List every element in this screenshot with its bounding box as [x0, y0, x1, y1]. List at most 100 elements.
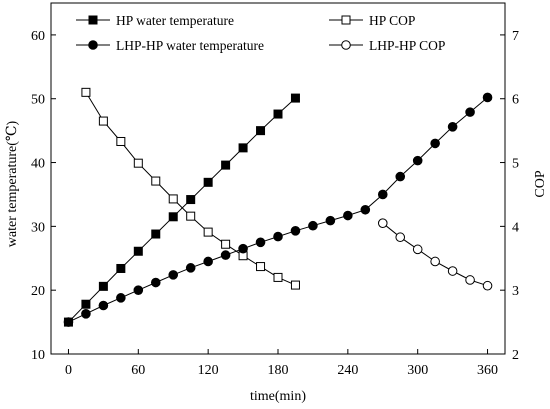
data-point [256, 262, 266, 272]
y-axis-title: water temperature(℃) [5, 120, 20, 247]
x-tick-label: 360 [477, 363, 498, 378]
data-point [221, 239, 231, 249]
data-point [98, 300, 109, 311]
data-point [133, 285, 144, 295]
y-tick-label: 40 [31, 157, 45, 172]
axis-tick-labels: 0 60 120 180 240 300 360 10 20 30 40 50 60 2 3 4 5 6 7 [31, 29, 519, 378]
data-point [116, 263, 126, 273]
data-point [308, 220, 318, 231]
data-point [343, 210, 353, 221]
data-point [447, 266, 458, 276]
x-axis-title: time(min) [250, 389, 306, 404]
data-point [290, 93, 300, 103]
y-tick-label: 20 [31, 284, 45, 299]
data-point [116, 136, 126, 146]
y-tick-label: 10 [31, 348, 45, 363]
data-point [325, 215, 336, 226]
data-point [273, 109, 283, 119]
y2-tick-label: 2 [512, 348, 519, 363]
legend-item-lhp-hp-water-temperature: LHP-HP water temperature [76, 38, 264, 53]
data-point [256, 126, 266, 136]
legend-item-hp-cop: HP COP [329, 13, 415, 28]
legend-marker [88, 40, 98, 50]
data-point [203, 227, 213, 237]
data-point [238, 243, 248, 254]
series-lhp-hp-water-temperature [63, 92, 493, 327]
data-point [360, 204, 371, 215]
legend-marker [88, 15, 98, 25]
data-point [203, 256, 213, 267]
data-point [81, 308, 91, 319]
x-tick-label: 0 [65, 363, 72, 378]
data-point [465, 275, 475, 285]
data-point [238, 143, 248, 153]
axis-ticks [51, 34, 505, 355]
data-point [186, 211, 196, 221]
x-tick-label: 60 [131, 363, 145, 378]
data-point [273, 272, 283, 282]
legend-label: HP COP [369, 13, 415, 28]
data-point [412, 244, 423, 255]
y-tick-label: 60 [31, 29, 45, 44]
y2-tick-label: 3 [512, 284, 519, 299]
data-point [482, 280, 493, 291]
x-tick-label: 300 [407, 363, 428, 378]
data-point [465, 107, 475, 117]
data-point [430, 138, 440, 149]
legend-item-lhp-hp-cop: LHP-HP COP [329, 38, 445, 53]
data-point [447, 122, 458, 132]
series-hp-water-temperature [63, 93, 300, 327]
data-point [98, 281, 108, 291]
data-point [203, 177, 213, 187]
data-point [220, 250, 231, 260]
series-hp-cop [81, 87, 300, 290]
y2-tick-label: 5 [512, 157, 519, 172]
data-point [185, 263, 196, 273]
y-tick-label: 50 [31, 93, 45, 108]
data-point [412, 155, 423, 166]
legend-item-hp-water-temperature: HP water temperature [76, 13, 234, 28]
data-point [151, 229, 161, 239]
data-point [116, 293, 126, 303]
y2-tick-label: 7 [512, 29, 519, 44]
series-layer [63, 87, 493, 327]
legend-marker [341, 15, 351, 25]
y2-axis-title: COP [533, 170, 548, 197]
data-point [151, 176, 161, 186]
data-point [482, 92, 493, 103]
legend-marker [341, 40, 351, 50]
legend-label: LHP-HP water temperature [116, 38, 264, 53]
data-point [133, 246, 143, 256]
data-point [150, 277, 161, 288]
data-point [395, 171, 406, 182]
data-point [290, 226, 301, 236]
data-point [81, 87, 91, 97]
data-point [377, 218, 388, 228]
series-lhp-hp-cop [377, 218, 493, 291]
x-tick-label: 120 [198, 363, 219, 378]
data-point [395, 232, 406, 243]
x-tick-label: 180 [268, 363, 289, 378]
legend: HP water temperature HP COP LHP-HP water t… [76, 13, 445, 53]
data-point [255, 237, 266, 248]
data-point [168, 194, 178, 204]
data-point [63, 317, 74, 327]
data-point [430, 256, 440, 267]
data-point [290, 280, 300, 290]
legend-label: HP water temperature [116, 13, 234, 28]
data-point [221, 160, 231, 170]
x-tick-label: 240 [337, 363, 358, 378]
data-point [273, 231, 283, 242]
data-point [81, 299, 91, 309]
legend-label: LHP-HP COP [369, 38, 445, 53]
data-point [186, 195, 196, 205]
data-point [133, 158, 143, 168]
series-line [85, 92, 296, 286]
y2-tick-label: 6 [512, 93, 519, 108]
series-line [68, 97, 488, 323]
data-point [168, 270, 179, 280]
data-point [98, 116, 108, 126]
data-point [377, 189, 388, 200]
y2-tick-label: 4 [512, 220, 519, 235]
